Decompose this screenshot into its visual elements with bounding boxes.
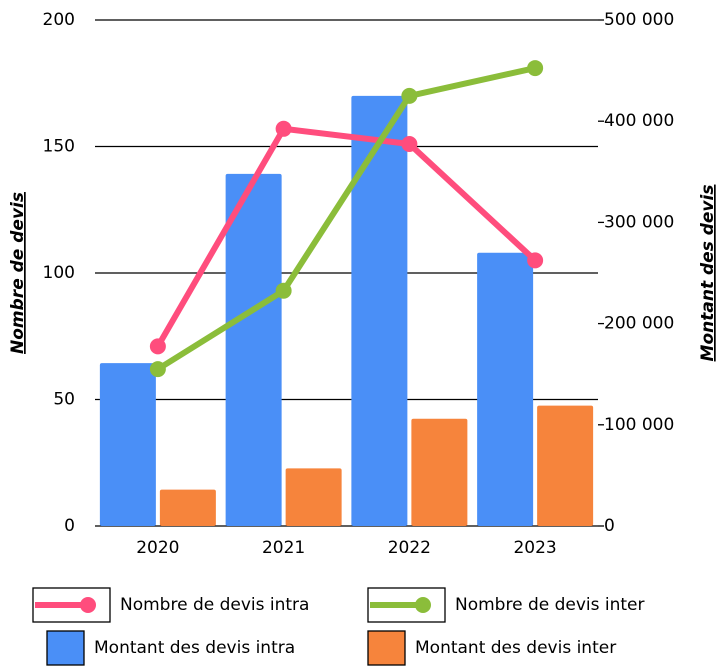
point xyxy=(149,338,166,355)
legend-label: Nombre de devis intra xyxy=(120,595,309,615)
legend-label: Montant des devis intra xyxy=(94,638,295,658)
legend-label: Montant des devis inter xyxy=(415,638,616,658)
y2-tick-label: 0 xyxy=(604,516,615,536)
x-tick-label: 2020 xyxy=(136,538,179,558)
y2-tick-label: 400 000 xyxy=(604,111,674,131)
bar xyxy=(99,363,156,526)
x-tick-label: 2022 xyxy=(388,538,431,558)
y-axis-title: Nombre de devis xyxy=(8,192,28,354)
line xyxy=(155,125,538,348)
bar xyxy=(411,418,468,526)
point xyxy=(275,120,292,137)
legend-label: Nombre de devis inter xyxy=(455,595,645,615)
bar xyxy=(225,173,282,526)
y2-tick-label: 300 000 xyxy=(604,212,674,232)
legend-swatch xyxy=(367,630,406,666)
legend-swatch xyxy=(46,630,85,666)
point xyxy=(149,361,166,378)
y-tick-label: 200 xyxy=(43,10,75,30)
point xyxy=(401,87,418,104)
bar xyxy=(159,489,216,526)
y2-tick-label: 500 000 xyxy=(604,10,674,30)
y2-tick-label: 200 000 xyxy=(604,314,674,334)
bar xyxy=(351,95,408,527)
point xyxy=(527,252,544,269)
x-tick-label: 2023 xyxy=(513,538,556,558)
x-tick-label: 2021 xyxy=(262,538,305,558)
y-tick-label: 50 xyxy=(53,390,75,410)
y2-tick-label: 100 000 xyxy=(604,415,674,435)
bar xyxy=(537,405,594,526)
legend-marker xyxy=(80,597,96,613)
y-tick-label: 150 xyxy=(43,137,75,157)
y-tick-label: 100 xyxy=(43,263,75,283)
bar xyxy=(285,468,342,526)
legend-marker xyxy=(415,597,431,613)
point xyxy=(275,282,292,299)
y2-axis-title: Montant des devis xyxy=(698,185,718,362)
point xyxy=(401,135,418,152)
bar xyxy=(477,252,534,526)
point xyxy=(527,60,544,77)
y-tick-label: 0 xyxy=(64,516,75,536)
line xyxy=(156,65,536,372)
